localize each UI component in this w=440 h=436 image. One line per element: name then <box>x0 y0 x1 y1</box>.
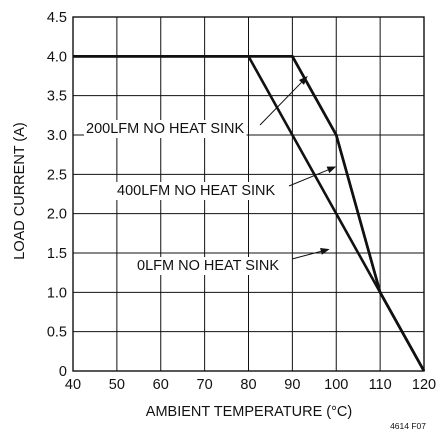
x-axis-label: AMBIENT TEMPERATURE (°C) <box>146 404 352 420</box>
y-tick-label: 1.5 <box>47 246 67 262</box>
x-tick-label: 80 <box>240 377 256 393</box>
x-tick-label: 70 <box>197 377 213 393</box>
arrowhead-icon <box>298 76 308 85</box>
y-tick-label: 3.0 <box>47 128 67 144</box>
series-line-2 <box>73 55 426 372</box>
y-tick-label: 1.0 <box>47 285 67 301</box>
arrowhead-icon <box>320 247 330 255</box>
y-tick-label: 4.0 <box>47 49 67 65</box>
figure-id: 4614 F07 <box>390 421 426 431</box>
x-tick-label: 60 <box>153 377 169 393</box>
x-tick-label: 100 <box>324 377 348 393</box>
y-tick-label: 4.5 <box>47 10 67 26</box>
annotation-background <box>84 120 247 138</box>
x-tick-label: 40 <box>65 377 81 393</box>
annotation-label: 0LFM NO HEAT SINK <box>137 258 279 274</box>
annotation-background <box>115 182 278 200</box>
x-tick-label: 50 <box>109 377 125 393</box>
x-tick-labels: 40 50 60 70 80 90 100 110 120 <box>65 377 436 393</box>
y-tick-label: 2.5 <box>47 167 67 183</box>
y-axis-label: LOAD CURRENT (A) <box>12 122 28 260</box>
x-tick-label: 120 <box>412 377 436 393</box>
x-tick-label: 90 <box>284 377 300 393</box>
y-tick-label: 0 <box>59 364 67 380</box>
y-tick-labels: 0 0.5 1.0 1.5 2.0 2.5 3.0 3.5 4.0 4.5 <box>47 10 67 380</box>
annotation-background <box>135 257 282 275</box>
y-tick-label: 2.0 <box>47 207 67 223</box>
x-tick-label: 110 <box>369 377 392 393</box>
arrowhead-icon <box>326 166 337 174</box>
plot-frame <box>72 16 425 372</box>
annotation-label: 400LFM NO HEAT SINK <box>117 183 276 199</box>
series-lines <box>73 55 426 372</box>
annotation-arrow <box>259 82 302 126</box>
annotation-label: 200LFM NO HEAT SINK <box>86 121 245 137</box>
y-tick-label: 0.5 <box>47 325 67 341</box>
annotation-arrow <box>288 169 329 187</box>
y-tick-label: 3.5 <box>47 89 67 105</box>
annotation-arrow <box>291 250 322 260</box>
annotations: 200LFM NO HEAT SINK 400LFM NO HEAT SINK 0L… <box>84 76 337 275</box>
